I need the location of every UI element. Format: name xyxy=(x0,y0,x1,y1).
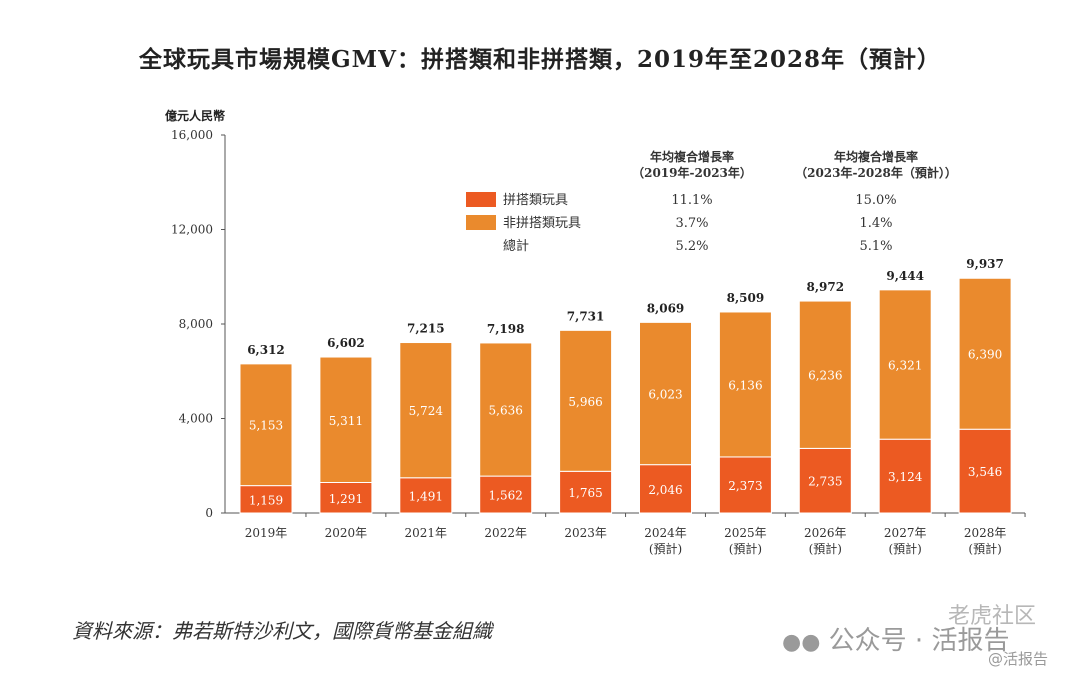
bar-building xyxy=(639,464,692,514)
y-tick-label: 8,000 xyxy=(179,317,213,331)
y-tick-label: 4,000 xyxy=(179,412,213,426)
x-tick-label: 2025年 xyxy=(724,526,767,540)
x-tick-label: 2028年 xyxy=(964,526,1007,540)
x-tick-label: (預計) xyxy=(889,541,922,556)
x-tick-label: (預計) xyxy=(729,541,762,556)
y-tick-label: 0 xyxy=(205,506,213,520)
cagr-header: 年均複合增長率 xyxy=(834,149,918,164)
total-label: 7,215 xyxy=(407,322,445,336)
total-label: 7,198 xyxy=(487,322,525,336)
data-label: 6,390 xyxy=(968,348,1002,362)
bar-building xyxy=(319,482,373,514)
x-tick-label: 2023年 xyxy=(564,526,607,540)
bar-building xyxy=(878,438,932,514)
x-tick-label: 2022年 xyxy=(484,526,527,540)
bar-non-building xyxy=(639,321,692,466)
bar-building xyxy=(559,470,613,514)
bar-non-building xyxy=(479,342,533,477)
data-label: 5,636 xyxy=(489,404,523,418)
cagr-header: 年均複合增長率 xyxy=(650,149,734,164)
data-label: 1,291 xyxy=(329,492,363,506)
bar-non-building xyxy=(239,363,293,487)
watermark-main: ●● 公众号 · 活报告 xyxy=(782,620,1009,657)
x-tick-label: 2020年 xyxy=(325,526,368,540)
bar-building xyxy=(718,456,772,514)
watermark-community: 老虎社区 xyxy=(948,604,1037,629)
cagr-header: （2023年-2028年（預計）） xyxy=(795,165,957,180)
total-label: 8,972 xyxy=(807,280,845,294)
bar-building xyxy=(798,447,852,514)
source-note: 資料來源：弗若斯特沙利文，國際貨幣基金組織 xyxy=(72,619,492,643)
cagr-value: 1.4% xyxy=(859,216,892,231)
x-tick-label: 2026年 xyxy=(804,526,847,540)
y-tick-label: 12,000 xyxy=(171,223,213,237)
data-label: 1,765 xyxy=(568,486,602,500)
bar-non-building xyxy=(718,311,772,458)
bar-non-building xyxy=(958,277,1012,430)
bar-non-building xyxy=(399,342,453,479)
data-label: 5,966 xyxy=(568,395,602,409)
total-label: 9,937 xyxy=(966,257,1004,271)
cagr-value: 5.2% xyxy=(675,239,708,254)
total-label: 8,509 xyxy=(727,291,765,305)
x-tick-label: (預計) xyxy=(809,541,842,556)
x-tick-label: 2024年 xyxy=(644,526,687,540)
cagr-value: 3.7% xyxy=(675,216,708,231)
total-label: 6,312 xyxy=(247,343,285,357)
y-axis-label: 億元人民幣 xyxy=(165,109,226,123)
data-label: 5,311 xyxy=(329,414,363,428)
total-label: 8,069 xyxy=(647,301,685,315)
x-tick-label: (預計) xyxy=(649,541,682,556)
data-label: 1,491 xyxy=(409,489,443,503)
data-label: 3,124 xyxy=(888,470,923,484)
wechat-icon: ●● xyxy=(782,630,821,655)
legend-swatch xyxy=(466,192,496,207)
legend-label: 非拼搭類玩具 xyxy=(503,215,581,231)
total-label: 7,731 xyxy=(567,309,605,323)
data-label: 5,724 xyxy=(409,404,444,418)
bar-non-building xyxy=(798,300,852,449)
bar-non-building xyxy=(559,329,613,472)
data-label: 2,373 xyxy=(728,479,762,493)
watermark-text: 公众号 · 活报告 xyxy=(828,626,1010,656)
cagr-value: 5.1% xyxy=(859,239,892,254)
chart-title: 全球玩具市場規模GMV：拼搭類和非拼搭類，2019年至2028年（預計） xyxy=(139,46,941,73)
data-label: 2,046 xyxy=(648,483,682,497)
data-label: 3,546 xyxy=(968,465,1002,479)
x-tick-label: (預計) xyxy=(968,541,1001,556)
legend-label: 總計 xyxy=(503,238,529,254)
data-label: 6,136 xyxy=(728,378,762,392)
legend-swatch xyxy=(466,215,496,230)
legend-label: 拼搭類玩具 xyxy=(503,192,568,208)
watermark-handle: @活报告 xyxy=(988,650,1049,668)
x-tick-label: 2021年 xyxy=(405,526,448,540)
bar-building xyxy=(958,428,1012,514)
bar-non-building xyxy=(878,289,932,440)
data-label: 2,735 xyxy=(808,475,842,489)
data-label: 1,562 xyxy=(489,489,523,503)
cagr-value: 11.1% xyxy=(671,193,712,208)
data-label: 5,153 xyxy=(249,419,283,433)
data-label: 6,023 xyxy=(648,388,682,402)
total-label: 6,602 xyxy=(327,336,365,350)
total-label: 9,444 xyxy=(886,269,924,283)
bar-non-building xyxy=(319,356,373,484)
data-label: 1,159 xyxy=(249,493,283,507)
data-label: 6,321 xyxy=(888,359,922,373)
x-tick-label: 2027年 xyxy=(884,526,927,540)
data-label: 6,236 xyxy=(808,369,842,383)
x-tick-label: 2019年 xyxy=(245,526,288,540)
cagr-value: 15.0% xyxy=(855,193,896,208)
bar-building xyxy=(239,485,293,514)
y-tick-label: 16,000 xyxy=(171,128,213,142)
cagr-header: （2019年-2023年） xyxy=(632,165,752,180)
